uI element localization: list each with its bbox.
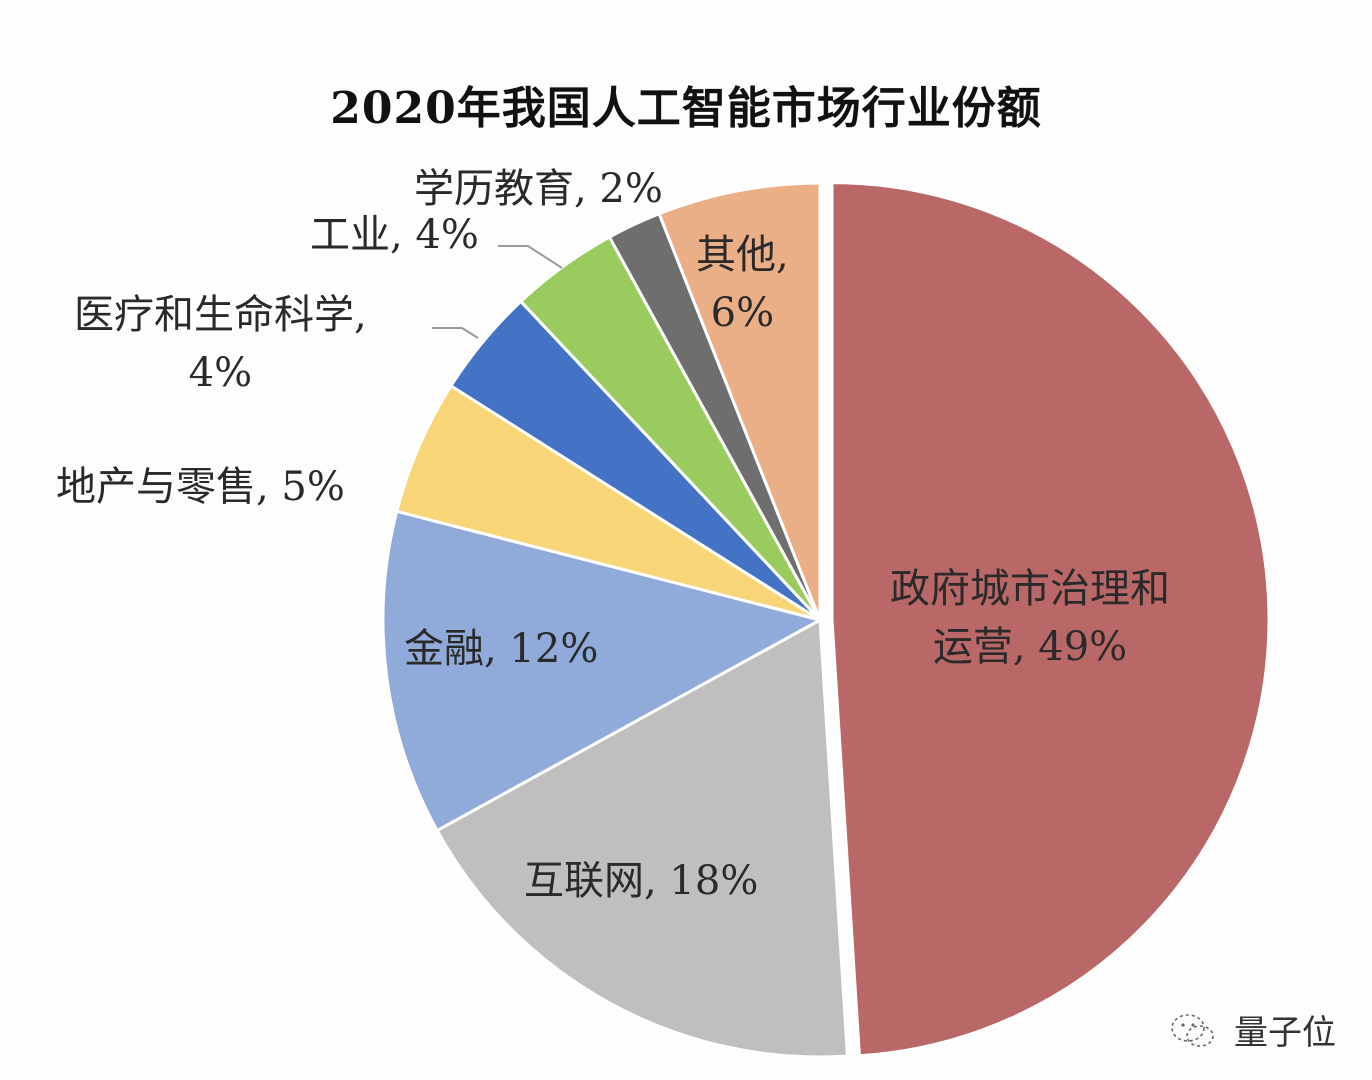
pie-slice-2 — [381, 509, 825, 833]
leader-lines — [432, 245, 563, 339]
label-retail: 地产与零售, 5% — [56, 464, 345, 510]
label-medical: 医疗和生命科学, 4% — [74, 286, 367, 402]
label-finance: 金融, 12% — [404, 626, 599, 672]
label-government-line2: 运营, 49% — [932, 624, 1128, 670]
label-other-line2: 6% — [710, 290, 775, 336]
pie-slice-7 — [657, 181, 822, 621]
watermark: 量子位 — [1168, 1005, 1336, 1054]
label-medical-line2: 4% — [188, 350, 253, 396]
label-other-line1: 其他, — [696, 232, 789, 278]
label-internet: 互联网, 18% — [524, 858, 759, 904]
watermark-text: 量子位 — [1234, 1013, 1336, 1053]
wechat-icon — [1171, 1013, 1214, 1047]
pie-slice-0 — [830, 181, 1271, 1058]
label-government: 政府城市治理和 运营, 49% — [890, 560, 1170, 676]
label-government-line1: 政府城市治理和 — [890, 566, 1170, 612]
chart-title: 2020年我国人工智能市场行业份额 — [330, 83, 1042, 134]
pie-slice-1 — [435, 617, 850, 1059]
label-medical-line1: 医疗和生命科学, — [74, 292, 367, 338]
label-other: 其他, 6% — [696, 226, 789, 342]
label-industry: 工业, 4% — [310, 212, 479, 258]
pie-slices — [381, 181, 1271, 1059]
label-education: 学历教育, 2% — [414, 166, 663, 212]
